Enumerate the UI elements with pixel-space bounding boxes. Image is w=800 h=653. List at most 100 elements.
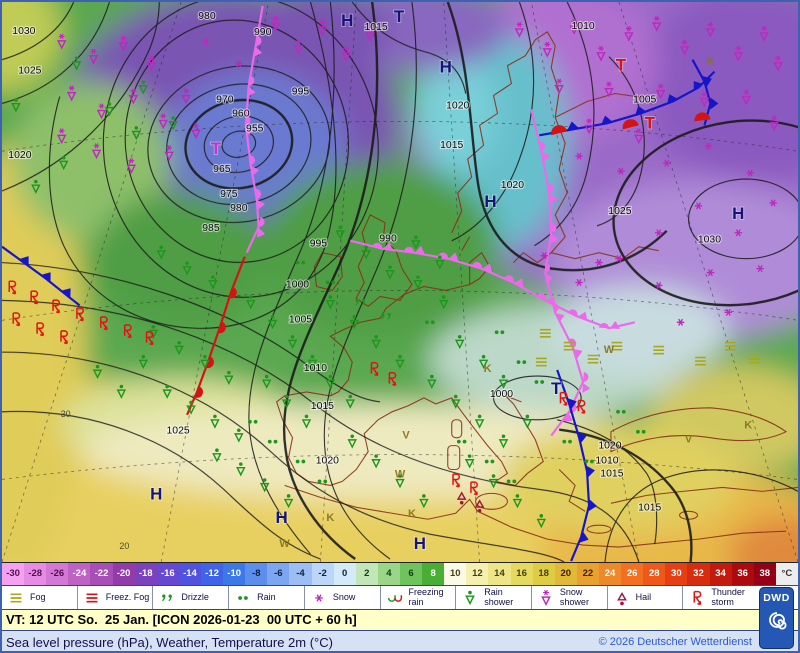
fog-symbol xyxy=(587,354,599,364)
rain_shower-symbol xyxy=(335,225,346,240)
pressure-center-H: H xyxy=(484,192,496,211)
scale-cell: 32 xyxy=(687,563,710,585)
footer: Sea level pressure (hPa), Weather, Tempe… xyxy=(2,631,798,651)
snow_shower-symbol xyxy=(679,39,690,56)
legend-item-snow: Snow xyxy=(303,586,380,609)
legend-item-freezing_rain: Freezing rain xyxy=(379,586,456,609)
fog-symbol xyxy=(535,357,547,367)
rain_shower-symbol xyxy=(371,335,381,350)
scale-cell: -8 xyxy=(245,563,268,585)
snow_shower-symbol xyxy=(88,48,99,65)
rain_shower-symbol xyxy=(454,335,465,350)
scale-cell: 22 xyxy=(576,563,599,585)
isobar-label: 1030 xyxy=(698,235,721,246)
isobar-label: 980 xyxy=(198,11,216,22)
rain_shower-symbol xyxy=(212,448,222,463)
isobar-label: 1005 xyxy=(289,314,312,325)
scale-cell: -16 xyxy=(156,563,179,585)
grid-label: 20 xyxy=(119,541,129,551)
snow_shower-symbol xyxy=(56,33,67,50)
rain-symbol xyxy=(562,439,572,444)
scale-cell: 8 xyxy=(422,563,445,585)
scale-cell: 36 xyxy=(731,563,754,585)
map-labels: 1030 1025 1020 980 990 995 970 960 955 965 975 980 9… xyxy=(7,6,752,554)
isobar-label: 985 xyxy=(202,223,220,234)
snow_shower-symbol xyxy=(699,91,710,108)
place-letter: V xyxy=(685,434,693,446)
snow_shower-symbol xyxy=(56,128,67,145)
rain_shower-symbol xyxy=(536,514,547,529)
snow-symbol xyxy=(704,142,713,150)
pressure-center-H: H xyxy=(150,484,162,503)
rain_shower-symbol xyxy=(148,325,158,340)
snow_shower-symbol xyxy=(542,41,553,58)
scale-cell: 24 xyxy=(598,563,622,585)
rain_shower-symbol xyxy=(92,364,103,379)
rain_shower-symbol xyxy=(246,295,256,310)
rain_shower-symbol xyxy=(58,155,69,171)
weather-symbols xyxy=(8,15,783,529)
thunderstorm-symbol xyxy=(8,280,17,295)
pressure-center-H: H xyxy=(440,58,452,77)
legend-item-rain: Rain xyxy=(228,586,304,609)
fog-symbol xyxy=(748,354,760,364)
thunderstorm-symbol xyxy=(76,307,84,322)
rain-symbol xyxy=(317,479,328,484)
place-letter: K xyxy=(484,363,492,375)
scale-cell: -10 xyxy=(223,563,246,585)
isobar-label: 1025 xyxy=(166,426,189,437)
rain_shower-symbol xyxy=(234,428,244,443)
snow_shower-symbol xyxy=(181,88,191,105)
snow_shower-symbol xyxy=(634,128,644,145)
rain_shower-symbol xyxy=(427,374,437,389)
thunderstorm-symbol xyxy=(452,473,461,488)
rain_shower-symbol xyxy=(104,102,115,117)
isobar-label: 1005 xyxy=(633,94,656,105)
isobar-label: 995 xyxy=(292,87,310,98)
hail-symbol xyxy=(474,499,485,513)
thunderstorm-symbol xyxy=(388,371,397,386)
rain-symbol xyxy=(295,459,306,464)
legend-label: Thunder storm xyxy=(711,587,745,607)
scale-cell: 14 xyxy=(488,563,511,585)
freezing_fog-icon xyxy=(86,593,98,602)
scale-cell: -6 xyxy=(267,563,290,585)
warm-front-bump xyxy=(550,125,568,136)
snow-symbol xyxy=(540,252,549,260)
rain-symbol xyxy=(534,380,545,384)
rain_shower-symbol xyxy=(325,374,336,389)
warm-front-bump xyxy=(622,119,639,130)
snow_shower-symbol xyxy=(569,18,579,35)
rain-symbol xyxy=(516,360,527,364)
rain_shower-symbol xyxy=(301,414,312,429)
rain-symbol xyxy=(506,479,517,484)
legend-item-thunderstorm: Thunder storm xyxy=(682,586,758,609)
isobar-label: 975 xyxy=(220,189,238,200)
rain_shower-symbol xyxy=(512,494,523,509)
rain-symbol xyxy=(247,419,258,424)
map-area: 1030 1025 1020 980 990 995 970 960 955 965 975 980 9… xyxy=(2,2,798,563)
rain_shower-symbol xyxy=(138,80,149,95)
copyright: © 2026 Deutscher Wetterdienst xyxy=(598,636,752,648)
legend-bar: Fog Freez. Fog Drizzle Rain Snow Freezing rai… xyxy=(2,586,798,610)
fog-symbol xyxy=(539,328,551,338)
snow_shower-symbol xyxy=(126,158,137,174)
rain_shower-symbol xyxy=(522,414,533,429)
place-letter: K xyxy=(326,512,334,524)
warm-front-bump xyxy=(694,112,711,122)
rain_shower-symbol xyxy=(11,98,21,113)
snow-symbol xyxy=(615,255,623,263)
scale-cell: -4 xyxy=(289,563,312,585)
snow_shower-icon xyxy=(541,589,551,606)
snow_shower-symbol xyxy=(624,25,634,42)
rain_shower-symbol xyxy=(182,261,192,276)
snow_shower-symbol xyxy=(769,115,779,132)
snow_shower-symbol xyxy=(584,118,594,135)
pressure-center-T: T xyxy=(211,139,222,158)
rain_shower-symbol xyxy=(439,295,449,310)
snow_shower-symbol xyxy=(341,45,352,62)
cold-front xyxy=(539,70,716,137)
rain_shower-symbol xyxy=(325,295,336,310)
rain-symbol xyxy=(425,320,435,325)
isobar-label: 1020 xyxy=(501,180,524,191)
